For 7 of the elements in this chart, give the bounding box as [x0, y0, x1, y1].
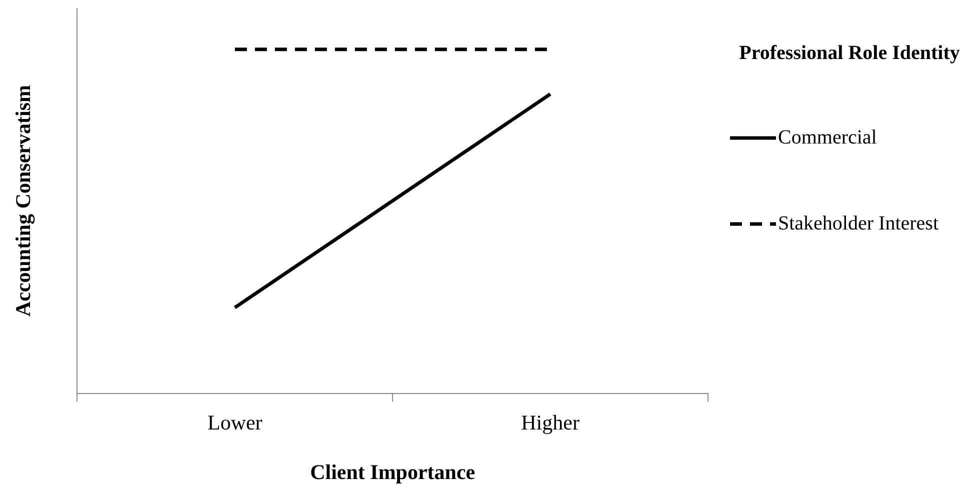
x-tick-label: Higher	[521, 410, 580, 435]
legend-label: Stakeholder Interest	[778, 212, 939, 234]
x-tick-label: Lower	[207, 410, 262, 435]
x-axis-title: Client Importance	[310, 460, 476, 484]
legend-title: Professional Role Identity	[739, 42, 960, 64]
legend-label: Commercial	[778, 126, 878, 148]
y-axis-title: Accounting Conservatism	[11, 84, 36, 317]
